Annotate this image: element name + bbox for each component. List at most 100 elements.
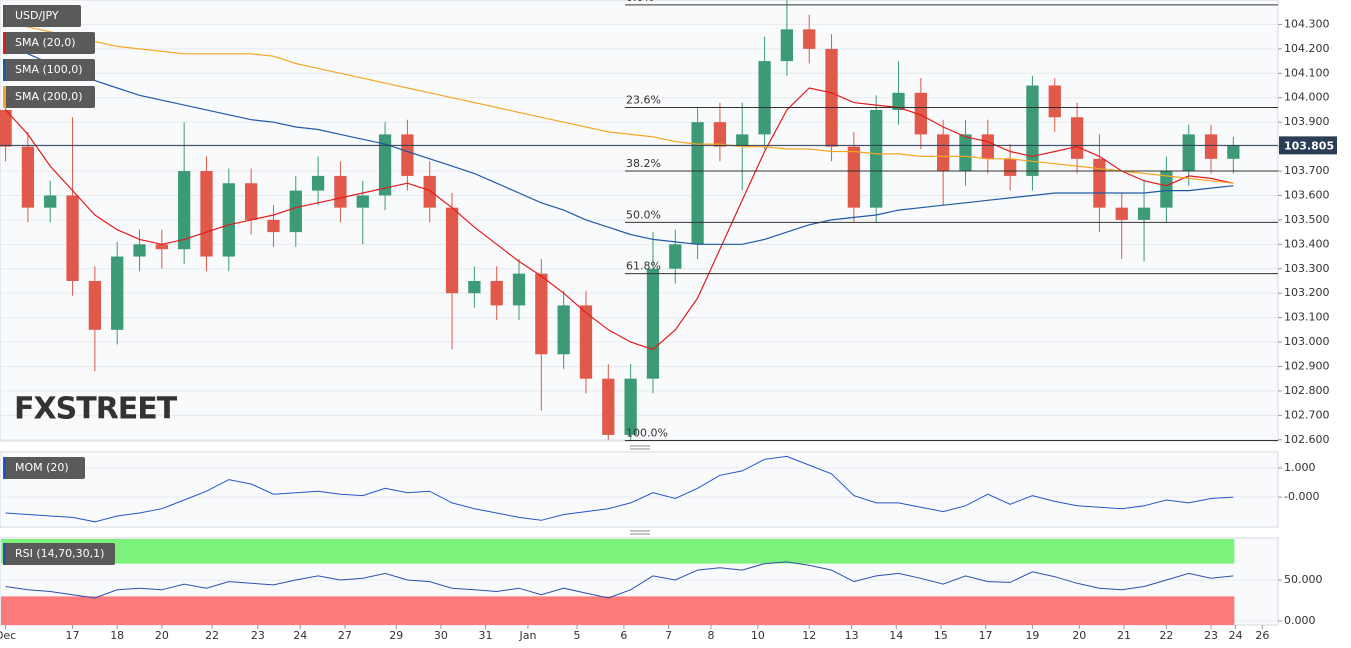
indicator-title-box xyxy=(3,457,85,479)
sma-line xyxy=(5,43,1234,245)
last-price-label: 103.805 xyxy=(1284,139,1334,152)
candle-body xyxy=(646,268,660,379)
candle-body xyxy=(66,195,79,281)
sma-line xyxy=(5,87,1234,351)
y-tick-label: 103.600 xyxy=(1284,188,1330,201)
x-tick-label: 23 xyxy=(251,629,265,642)
y-tick-label: 1.000 xyxy=(1284,461,1316,474)
candle-body xyxy=(1115,207,1128,220)
candle-body xyxy=(1204,134,1218,159)
candle-body xyxy=(557,305,570,355)
candle-body xyxy=(423,175,436,208)
candle-body xyxy=(1182,134,1195,172)
candle-body xyxy=(624,378,637,435)
y-tick-label: 102.700 xyxy=(1284,408,1330,421)
candle-body xyxy=(200,171,213,257)
fib-label: 100.0% xyxy=(626,427,668,440)
legend-label: SMA (100,0) xyxy=(15,63,83,76)
y-tick-label: 102.900 xyxy=(1284,359,1330,372)
indicator-swatch xyxy=(3,543,6,565)
x-tick-label: 29 xyxy=(389,629,403,642)
x-tick-label: 17 xyxy=(979,629,993,642)
candle-body xyxy=(1048,85,1061,118)
candle-body xyxy=(378,134,392,196)
candle-body xyxy=(1026,85,1039,176)
indicator-title-box xyxy=(3,543,115,565)
x-tick-label: 18 xyxy=(110,629,124,642)
legend-label: USD/JPY xyxy=(15,9,59,22)
x-tick-label: 31 xyxy=(479,629,493,642)
x-tick-label: 5 xyxy=(574,629,581,642)
panel-resize-handle[interactable] xyxy=(630,530,650,535)
candle-body xyxy=(1160,171,1173,208)
overbought-zone xyxy=(1,539,1235,564)
y-tick-label: 104.100 xyxy=(1284,66,1330,79)
y-tick-label: 104.300 xyxy=(1284,17,1330,30)
y-tick-label: 103.200 xyxy=(1284,286,1330,299)
x-tick-label: 13 xyxy=(845,629,859,642)
candle-body xyxy=(1003,158,1017,176)
x-tick-label: 10 xyxy=(751,629,765,642)
candle-body xyxy=(311,175,325,191)
candle-body xyxy=(780,29,794,62)
fib-label: 23.6% xyxy=(626,94,661,107)
y-tick-label: 103.900 xyxy=(1284,115,1330,128)
candle-body xyxy=(713,122,727,147)
candle-body xyxy=(1070,117,1084,159)
y-tick-label: 103.100 xyxy=(1284,311,1330,324)
x-tick-label: 7 xyxy=(665,629,672,642)
y-tick-label: 102.600 xyxy=(1284,433,1330,446)
candle-body xyxy=(959,134,972,172)
candle-body xyxy=(847,146,860,208)
indicator-line xyxy=(5,561,1234,599)
candle-body xyxy=(937,134,950,172)
candle-body xyxy=(1093,158,1106,208)
y-tick-label: 103.500 xyxy=(1284,213,1330,226)
candle-body xyxy=(0,109,12,147)
candle-body xyxy=(44,195,57,208)
x-tick-label: 23 xyxy=(1204,629,1218,642)
y-tick-label: 50.000 xyxy=(1284,573,1323,586)
candle-body xyxy=(825,48,838,147)
candle-body xyxy=(244,183,258,220)
y-tick-label: 103.300 xyxy=(1284,262,1330,275)
y-tick-label: 103.400 xyxy=(1284,237,1330,250)
candle-body xyxy=(289,190,302,233)
x-tick-label: 14 xyxy=(889,629,903,642)
legend-box xyxy=(3,32,95,54)
panel-resize-handle[interactable] xyxy=(630,445,650,450)
y-tick-label: 103.700 xyxy=(1284,164,1330,177)
x-tick-label: 30 xyxy=(434,629,448,642)
candle-body xyxy=(736,134,749,147)
fib-label: 38.2% xyxy=(626,157,661,170)
candle-body xyxy=(535,273,548,355)
candle-body xyxy=(133,244,146,257)
watermark: FXSTREET xyxy=(14,392,178,427)
candle-body xyxy=(691,122,704,245)
candle-body xyxy=(178,171,191,250)
y-tick-label: 104.200 xyxy=(1284,42,1330,55)
x-tick-label: 22 xyxy=(1159,629,1173,642)
candle-body xyxy=(334,175,347,208)
candle-body xyxy=(222,183,235,257)
indicator-swatch xyxy=(3,457,6,479)
legend-swatch xyxy=(3,32,6,54)
candle-body xyxy=(155,244,168,250)
x-tick-label: 19 xyxy=(1025,629,1039,642)
x-tick-label: 24 xyxy=(1229,629,1243,642)
fib-label: 50.0% xyxy=(626,208,661,221)
x-tick-label: Dec xyxy=(0,629,16,642)
legend-box xyxy=(3,86,95,108)
candle-body xyxy=(1227,145,1240,159)
candle-body xyxy=(870,109,883,208)
candle-body xyxy=(669,244,682,269)
candle-body xyxy=(401,134,414,176)
legend-box xyxy=(3,59,95,81)
fib-label: 0.0% xyxy=(626,0,654,4)
candle-body xyxy=(356,195,369,208)
candle-body xyxy=(267,219,280,233)
legend-swatch xyxy=(3,59,6,81)
candle-body xyxy=(579,305,593,379)
